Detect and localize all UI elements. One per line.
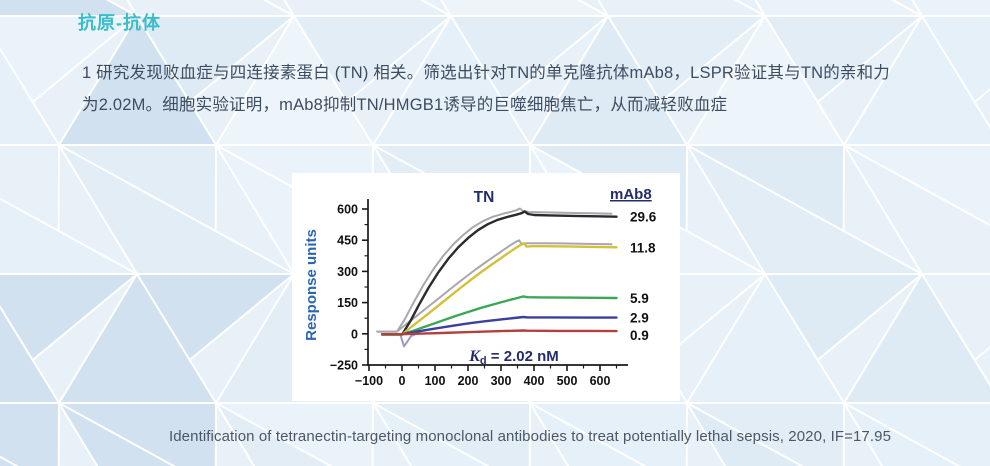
svg-text:200: 200	[458, 374, 479, 388]
svg-text:TN: TN	[474, 189, 495, 206]
chart-panel: 600 450 300 150 0 −250 −100 0 100 200 300 400 500 600…	[292, 173, 680, 401]
svg-text:mAb8: mAb8	[610, 186, 652, 203]
svg-text:11.8: 11.8	[630, 240, 656, 255]
svg-text:150: 150	[337, 296, 358, 310]
svg-text:300: 300	[337, 265, 358, 279]
page-title: 抗原-抗体	[78, 13, 161, 33]
svg-text:Kd = 2.02 nM: Kd = 2.02 nM	[468, 348, 559, 367]
body-paragraph: 1 研究发现败血症与四连接素蛋白 (TN) 相关。筛选出针对TN的单克隆抗体mA…	[82, 64, 891, 114]
svg-text:29.6: 29.6	[630, 210, 657, 225]
svg-text:300: 300	[491, 374, 512, 388]
svg-text:−100: −100	[355, 374, 383, 388]
svg-text:500: 500	[557, 374, 578, 388]
svg-text:−250: −250	[330, 359, 358, 373]
svg-text:600: 600	[337, 203, 358, 217]
svg-text:5.9: 5.9	[630, 291, 649, 306]
svg-text:400: 400	[524, 374, 545, 388]
svg-text:Response units: Response units	[303, 229, 320, 341]
svg-text:450: 450	[337, 234, 358, 248]
svg-text:600: 600	[590, 374, 611, 388]
svg-text:0: 0	[399, 374, 406, 388]
spr-sensorgram-chart: 600 450 300 150 0 −250−100 0 100 200 300 400 500 600…	[292, 173, 680, 401]
figure-caption: Identification of tetranectin-targeting …	[168, 428, 892, 445]
svg-text:100: 100	[425, 374, 446, 388]
svg-text:0: 0	[351, 327, 358, 341]
svg-text:2.9: 2.9	[630, 311, 649, 326]
svg-text:0.9: 0.9	[630, 328, 649, 343]
